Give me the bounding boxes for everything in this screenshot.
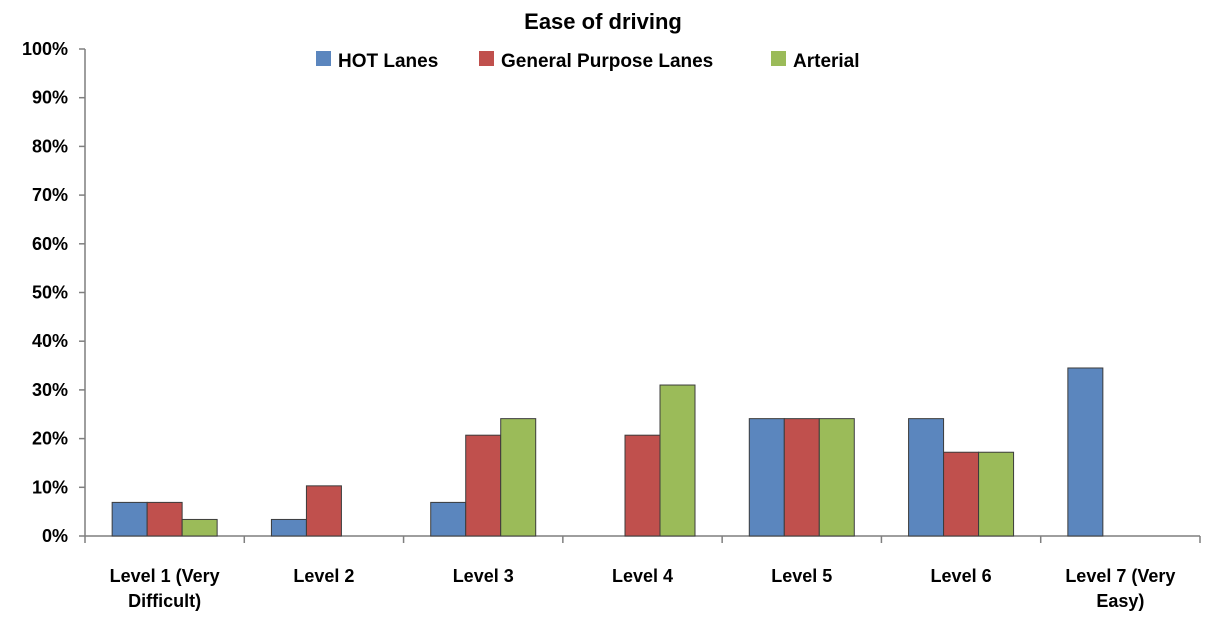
x-tick-label: Level 1 (Very Difficult) (110, 566, 220, 611)
bar-general-purpose-lanes-2 (305, 485, 342, 537)
x-tick-label: Level 5 (771, 566, 832, 586)
bar-arterial-4 (659, 384, 696, 537)
bar-general-purpose-lanes-6 (943, 451, 980, 537)
x-tick-label: Level 3 (453, 566, 514, 586)
bar-hot-lanes-6 (908, 418, 945, 537)
legend-swatch-0 (316, 51, 331, 66)
y-tick-label: 0% (42, 526, 68, 546)
x-tick-label: Level 6 (931, 566, 992, 586)
y-tick-label: 100% (22, 39, 68, 59)
bars-group (111, 367, 1104, 537)
y-tick-label: 50% (32, 283, 68, 303)
legend-swatch-1 (479, 51, 494, 66)
bar-general-purpose-lanes-3 (465, 434, 502, 537)
y-tick-label: 10% (32, 477, 68, 497)
bar-arterial-1 (181, 518, 218, 537)
bar-general-purpose-lanes-1 (146, 501, 183, 537)
bar-arterial-3 (500, 418, 537, 537)
x-axis: Level 1 (Very Difficult) Level 2 Level 3 Lev… (84, 535, 1201, 611)
y-tick-label: 40% (32, 331, 68, 351)
x-tick-label: Level 4 (612, 566, 673, 586)
bar-hot-lanes-3 (430, 501, 467, 537)
bar-general-purpose-lanes-4 (624, 434, 661, 537)
bar-hot-lanes-5 (748, 418, 785, 537)
legend-swatch-2 (771, 51, 786, 66)
legend-label-1: General Purpose Lanes (501, 51, 713, 72)
y-tick-label: 70% (32, 185, 68, 205)
y-tick-label: 30% (32, 380, 68, 400)
y-tick-label: 80% (32, 136, 68, 156)
x-tick-label: Level 7 (Very Easy) (1065, 566, 1175, 611)
y-axis: 0% 10% 20% 30% 40% 50% 60% 70% 80% 90% 100% (22, 39, 86, 546)
y-tick-label: 90% (32, 88, 68, 108)
legend-label-0: HOT Lanes (338, 51, 438, 72)
bar-hot-lanes-7 (1067, 367, 1104, 537)
bar-hot-lanes-1 (111, 501, 148, 537)
bar-hot-lanes-2 (270, 518, 307, 537)
legend-label-2: Arterial (793, 51, 860, 72)
chart-legend: HOT Lanes General Purpose Lanes Arterial (316, 51, 860, 72)
bar-general-purpose-lanes-5 (783, 418, 820, 537)
bar-arterial-5 (818, 418, 855, 537)
chart-title: Ease of driving (524, 9, 682, 34)
bar-arterial-6 (978, 451, 1015, 537)
x-tick-label: Level 2 (293, 566, 354, 586)
y-tick-label: 20% (32, 429, 68, 449)
y-tick-label: 60% (32, 234, 68, 254)
